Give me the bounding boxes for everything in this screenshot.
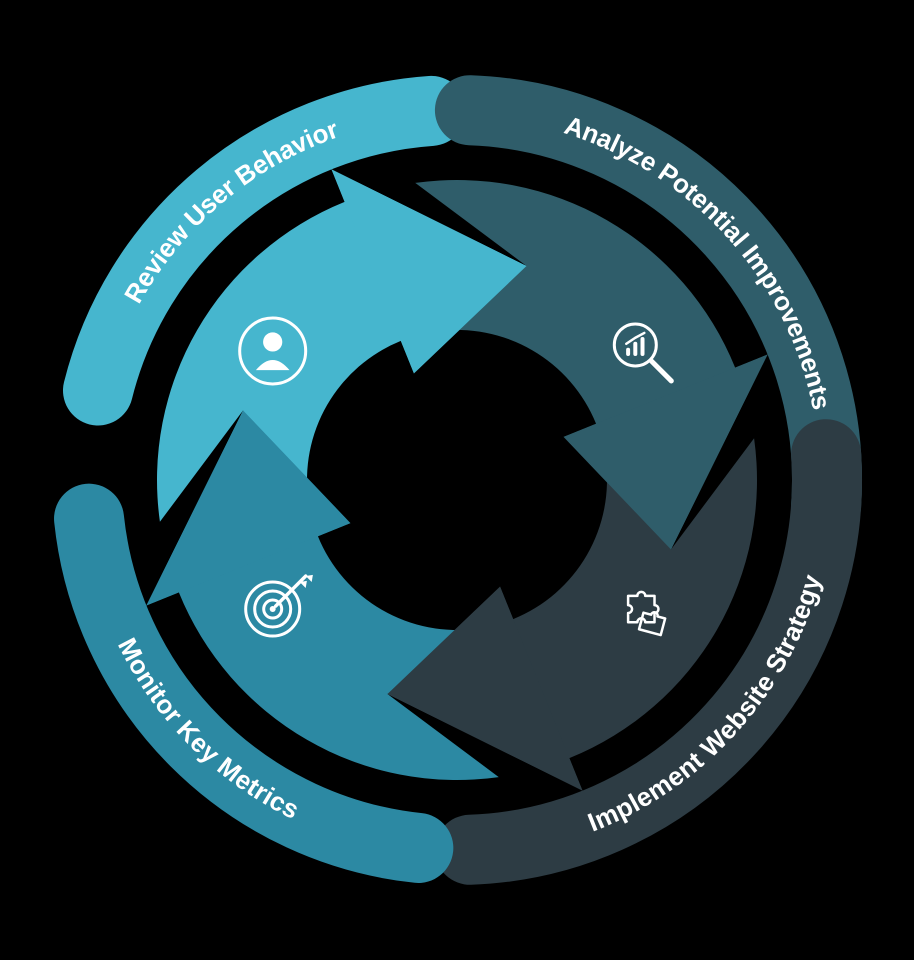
- cycle-diagram: Review User BehaviorAnalyze Potential Im…: [0, 0, 914, 960]
- background: [0, 0, 914, 960]
